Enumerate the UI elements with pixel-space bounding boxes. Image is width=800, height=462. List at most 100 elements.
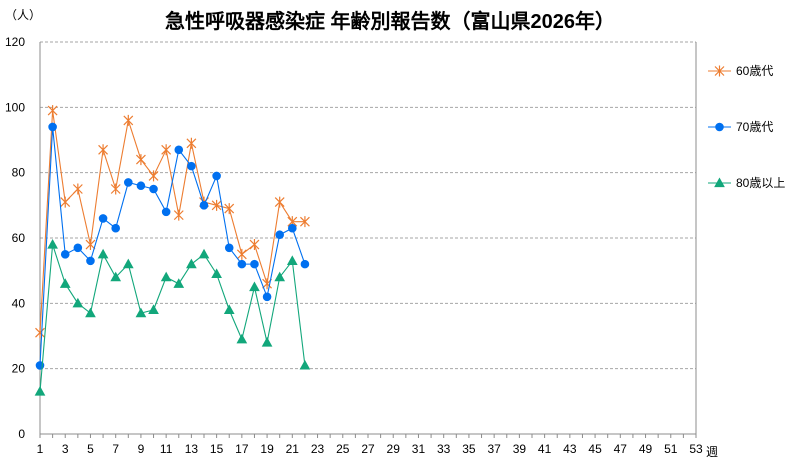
data-point	[161, 207, 171, 217]
data-point	[299, 359, 311, 370]
data-point	[236, 333, 248, 344]
x-tick-label: 41	[538, 442, 552, 456]
data-point	[110, 271, 122, 282]
data-point	[85, 307, 96, 318]
data-point	[237, 259, 247, 269]
data-point	[261, 337, 273, 347]
x-tick-label: 3	[62, 442, 69, 456]
data-point	[275, 230, 284, 240]
data-point	[98, 144, 109, 156]
data-point	[60, 250, 70, 259]
x-tick-label: 13	[185, 442, 199, 456]
x-tick-label: 39	[513, 442, 527, 456]
data-point	[135, 307, 147, 318]
axes	[39, 42, 697, 438]
x-tick-label: 27	[361, 442, 375, 456]
data-point	[299, 216, 310, 228]
y-tick-label: 0	[18, 427, 25, 441]
x-tick-label: 17	[235, 442, 249, 456]
data-point	[250, 259, 259, 269]
data-point	[224, 203, 235, 215]
data-point	[160, 271, 172, 282]
x-tick-label: 9	[138, 442, 145, 456]
x-tick-label: 23	[311, 442, 325, 456]
data-point	[262, 292, 272, 302]
series-2	[35, 122, 310, 370]
y-axis-unit: （人）	[5, 8, 41, 22]
legend-item: 80歳以上	[708, 176, 785, 190]
chart-title: 急性呼吸器感染症 年齢別報告数（富山県2026年）	[165, 9, 615, 33]
x-tick-label: 33	[437, 442, 451, 456]
data-point	[187, 161, 196, 171]
x-tick-label: 19	[260, 442, 274, 456]
x-tick-label: 7	[112, 442, 119, 456]
x-tick-label: 53	[689, 442, 703, 456]
legend-swatch-marker	[714, 65, 725, 77]
data-point	[249, 281, 260, 292]
x-tick-label: 49	[639, 442, 653, 456]
x-tick-label: 45	[588, 442, 602, 456]
data-point	[186, 258, 197, 269]
data-point	[186, 137, 197, 149]
data-point	[286, 255, 298, 265]
data-point	[110, 183, 121, 195]
data-point	[73, 243, 83, 253]
x-tick-label: 21	[286, 442, 300, 456]
data-point	[223, 304, 235, 314]
x-tick-label: 5	[87, 442, 94, 456]
data-point	[148, 170, 159, 182]
y-tick-label: 80	[12, 166, 26, 180]
data-point	[97, 248, 109, 259]
legend-swatch-marker	[715, 122, 724, 132]
series-1	[35, 105, 310, 339]
y-tick-label: 60	[12, 231, 26, 245]
x-tick-label: 11	[160, 442, 173, 456]
x-tick-label: 31	[412, 442, 426, 456]
data-point	[122, 258, 134, 269]
y-axis-ticks: 0 20 40 60 80 100 120	[5, 35, 25, 441]
y-tick-label: 120	[5, 35, 25, 49]
data-point	[236, 248, 247, 260]
data-point	[72, 183, 83, 195]
data-point	[48, 122, 57, 132]
data-point	[212, 171, 221, 181]
data-point	[124, 178, 133, 187]
x-tick-label: 43	[563, 442, 577, 456]
x-tick-label: 37	[487, 442, 501, 456]
legend-item: 60歳代	[708, 64, 773, 78]
data-point	[72, 297, 84, 308]
data-point	[274, 271, 286, 282]
data-point	[300, 259, 310, 269]
x-axis-ticks: 1 3 5 7 9 11 13 15 17 19 21 23 25 27 29 31 33 35 37 39 41 43 4…	[37, 442, 703, 456]
x-axis-unit: 週	[706, 445, 718, 459]
legend-label: 60歳代	[736, 64, 773, 78]
data-point	[47, 239, 58, 249]
data-point	[274, 196, 285, 208]
legend-label: 70歳代	[736, 120, 773, 134]
y-tick-label: 40	[12, 296, 26, 310]
data-point	[224, 243, 234, 253]
data-point	[174, 145, 184, 155]
y-tick-label: 100	[5, 100, 25, 114]
legend-swatch-marker	[714, 177, 725, 188]
data-point	[161, 144, 172, 156]
x-tick-label: 29	[387, 442, 401, 456]
x-tick-label: 25	[336, 442, 350, 456]
data-point	[211, 199, 222, 211]
x-tick-label: 35	[462, 442, 476, 456]
data-point	[249, 239, 260, 251]
data-point	[98, 214, 108, 223]
data-point	[136, 181, 146, 191]
y-tick-label: 20	[12, 362, 26, 376]
x-tick-label: 15	[210, 442, 224, 456]
data-point	[148, 304, 159, 314]
legend-item: 70歳代	[708, 120, 773, 134]
x-tick-label: 51	[664, 442, 678, 456]
gridlines	[40, 41, 696, 370]
data-point	[47, 105, 58, 117]
data-point	[149, 184, 158, 194]
series-lines	[34, 105, 311, 396]
data-point	[60, 196, 71, 208]
data-point	[34, 386, 46, 396]
